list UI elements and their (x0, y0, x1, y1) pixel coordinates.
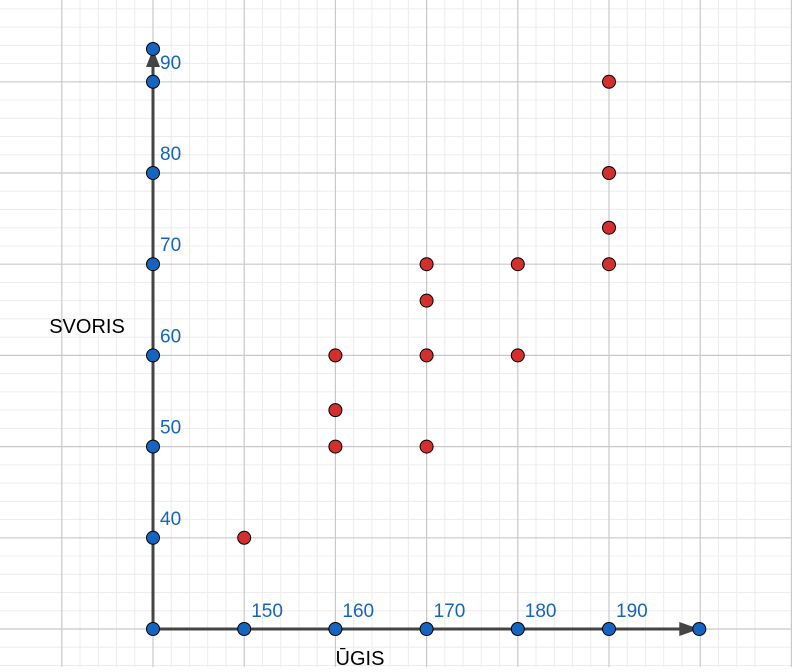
axis-point (237, 622, 252, 636)
axis-point (328, 622, 343, 636)
x-axis-arrow (679, 622, 700, 636)
data-point (328, 439, 343, 454)
y-tick-label: 90 (160, 53, 181, 74)
y-tick-label: 70 (160, 235, 181, 256)
x-tick-label: 150 (251, 601, 283, 622)
data-point (328, 403, 343, 418)
axis-point (146, 530, 160, 545)
axis-point (146, 41, 160, 56)
x-tick-label: 170 (434, 601, 466, 622)
axis-point (146, 74, 160, 89)
y-tick-label: 50 (160, 418, 181, 439)
data-point (419, 348, 434, 363)
y-axis-label: SVORIS (49, 316, 125, 338)
axis-point (602, 622, 616, 636)
axis-point (146, 439, 160, 454)
y-tick-label: 80 (160, 144, 181, 165)
data-point (602, 220, 616, 235)
x-tick-label: 160 (342, 601, 374, 622)
x-tick-label: 180 (525, 601, 557, 622)
data-point (510, 257, 525, 272)
data-point (419, 293, 434, 308)
data-point (328, 348, 343, 363)
axis-point (146, 166, 160, 180)
y-tick-label: 60 (160, 326, 181, 347)
axis-point (692, 622, 707, 636)
axis-point (146, 348, 160, 363)
x-tick-label: 190 (616, 601, 648, 622)
x-axis-label: ŪGIS (336, 647, 385, 667)
axis-point (146, 257, 160, 272)
axis-point (419, 622, 434, 636)
data-point (602, 166, 616, 180)
data-point (419, 257, 434, 272)
axis-point (146, 622, 160, 636)
data-point (237, 530, 252, 545)
y-tick-label: 40 (160, 509, 181, 530)
data-point (510, 348, 525, 363)
data-point (602, 257, 616, 272)
axis-point (510, 622, 525, 636)
y-axis-arrow (146, 48, 160, 67)
data-point (419, 439, 434, 454)
data-point (602, 74, 616, 89)
